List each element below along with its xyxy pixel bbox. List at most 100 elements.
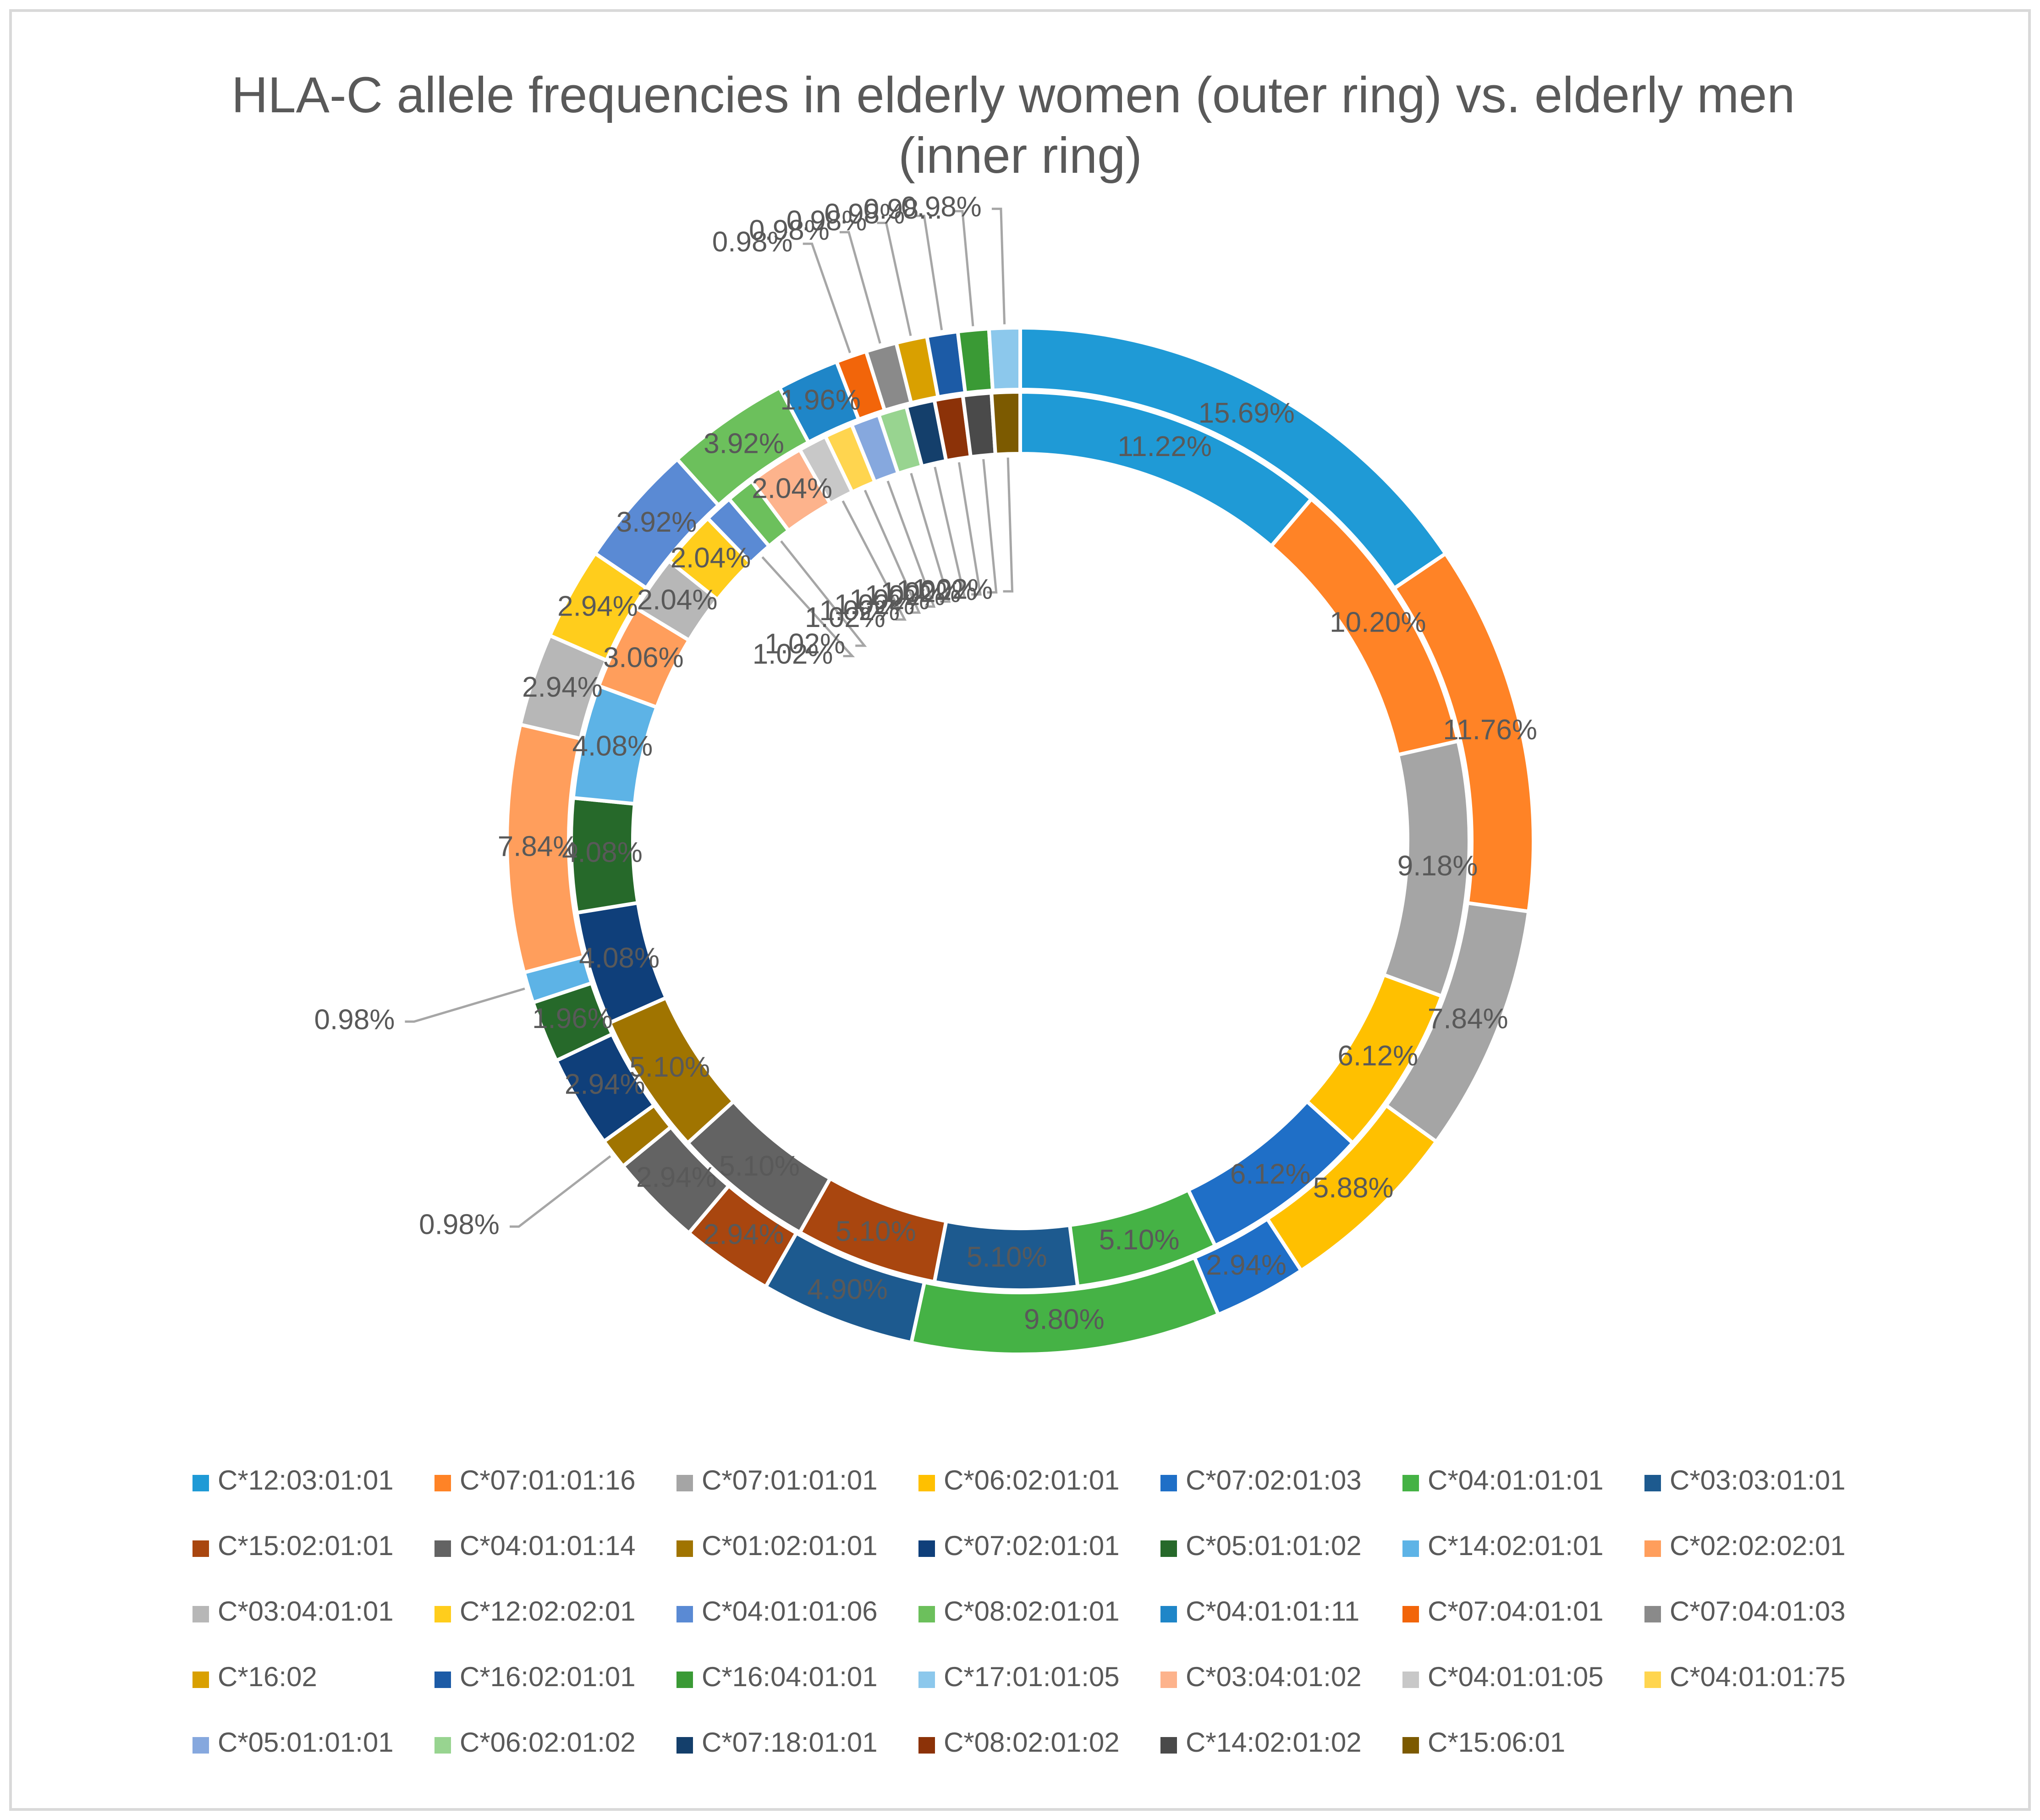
inner-leader-line [841, 500, 907, 621]
legend-swatch [434, 1737, 451, 1754]
outer-data-label: 11.76% [1443, 714, 1537, 746]
inner-leader-line [886, 480, 936, 608]
legend-swatch [918, 1606, 935, 1622]
outer-data-label: 5.88% [1313, 1172, 1394, 1204]
legend-swatch [1160, 1737, 1177, 1754]
inner-data-label: 4.08% [579, 942, 660, 974]
legend-swatch [676, 1540, 693, 1557]
legend-swatch [192, 1475, 209, 1491]
outer-data-label: 0.98% [786, 205, 867, 237]
legend-item: C*16:02 [192, 1661, 317, 1692]
legend-item: C*04:01:01:75 [1644, 1661, 1846, 1692]
legend-swatch [1160, 1475, 1177, 1491]
inner-data-label: 1.02% [764, 628, 845, 660]
legend-label: C*12:02:02:01 [460, 1596, 636, 1627]
inner-leader-line [910, 473, 951, 603]
outer-leader-line [915, 214, 943, 330]
outer-data-label: 1.96% [780, 384, 861, 416]
legend-item: C*05:01:01:02 [1160, 1530, 1362, 1561]
legend-label: C*03:03:01:01 [1670, 1465, 1846, 1496]
legend-label: C*07:04:01:01 [1428, 1596, 1604, 1627]
outer-data-label: 0.98% [824, 198, 905, 230]
outer-data-label: 0.98... [863, 193, 942, 225]
legend-swatch [434, 1475, 451, 1491]
legend-swatch [1402, 1540, 1419, 1557]
outer-leader-line [839, 231, 881, 344]
legend-item: C*07:01:01:16 [434, 1465, 636, 1496]
outer-data-label: 0.98% [749, 214, 830, 246]
legend-swatch [1160, 1606, 1177, 1622]
legend-label: C*04:01:01:01 [1428, 1465, 1604, 1496]
inner-data-label: 4.08% [562, 837, 643, 869]
inner-leader-line [780, 540, 867, 647]
inner-data-label: 1.02% [834, 589, 915, 621]
legend-label: C*06:02:01:02 [460, 1727, 636, 1758]
outer-leader-line [405, 987, 525, 1023]
inner-data-label: 2.04% [752, 473, 832, 505]
outer-leader-line [991, 208, 1006, 324]
legend: C*12:03:01:01 C*07:01:01:16 C*07:01:01:01 C… [192, 1465, 1846, 1758]
legend-swatch [676, 1475, 693, 1491]
legend-item: C*15:02:01:01 [192, 1530, 394, 1561]
legend-label: C*08:02:01:02 [944, 1727, 1120, 1758]
legend-swatch [1402, 1606, 1419, 1622]
legend-swatch [1644, 1606, 1661, 1622]
legend-swatch [192, 1606, 209, 1622]
outer-data-label: 2.94% [565, 1069, 645, 1100]
chart-title: HLA-C allele frequencies in elderly wome… [231, 67, 1809, 184]
inner-data-label: 5.10% [836, 1216, 916, 1248]
legend-item: C*07:01:01:01 [676, 1465, 878, 1496]
legend-label: C*07:02:01:03 [1186, 1465, 1362, 1496]
legend-item: C*04:01:01:11 [1160, 1596, 1359, 1627]
legend-item: C*01:02:01:01 [676, 1530, 878, 1561]
legend-item: C*07:04:01:03 [1644, 1596, 1846, 1627]
outer-data-label: 9.80% [1024, 1304, 1105, 1336]
outer-leader-line [510, 1155, 611, 1228]
legend-swatch [1644, 1672, 1661, 1688]
inner-data-label: 1.02% [865, 580, 946, 611]
legend-swatch [918, 1737, 935, 1754]
legend-item: C*17:01:01:05 [918, 1661, 1120, 1692]
inner-data-label: 3.06% [603, 642, 684, 673]
outer-data-label: 3.92% [616, 506, 697, 538]
outer-data-label: 0.98% [901, 191, 982, 223]
legend-swatch [1402, 1672, 1419, 1688]
legend-label: C*07:01:01:01 [702, 1465, 878, 1496]
outer-leader-line [953, 210, 974, 326]
legend-label: C*16:04:01:01 [702, 1661, 878, 1692]
legend-item: C*07:04:01:01 [1402, 1596, 1604, 1627]
legend-label: C*14:02:01:01 [1428, 1530, 1604, 1561]
inner-data-label: 4.08% [572, 730, 653, 762]
legend-swatch [1402, 1737, 1419, 1754]
legend-swatch [192, 1672, 209, 1688]
outer-data-label: 2.94% [557, 591, 638, 622]
outer-data-label: 2.94% [636, 1162, 717, 1193]
legend-item: C*16:02:01:01 [434, 1661, 636, 1692]
legend-label: C*15:06:01 [1428, 1727, 1565, 1758]
legend-swatch [1402, 1475, 1419, 1491]
inner-leader-line [934, 467, 966, 599]
legend-swatch [192, 1540, 209, 1557]
outer-leader-line [803, 242, 852, 353]
inner-data-label: 6.12% [1230, 1159, 1311, 1190]
data-labels: 15.69% 11.76% 7.84% 5.88% 2.94% 9.80% 4.90% 2.9… [314, 191, 1537, 1335]
inner-data-label: 5.10% [967, 1241, 1047, 1273]
legend-swatch [434, 1672, 451, 1688]
legend-item: C*04:01:01:06 [676, 1596, 878, 1627]
inner-data-label: 6.12% [1337, 1040, 1418, 1072]
legend-swatch [192, 1737, 209, 1754]
legend-swatch [1644, 1540, 1661, 1557]
outer-data-label: 4.90% [807, 1274, 888, 1305]
legend-label: C*03:04:01:02 [1186, 1661, 1362, 1692]
inner-data-label: 11.22% [1117, 431, 1212, 462]
legend-item: C*03:04:01:02 [1160, 1661, 1362, 1692]
chart-area [9, 9, 2031, 1811]
legend-label: C*07:02:01:01 [944, 1530, 1120, 1561]
legend-item: C*03:03:01:01 [1644, 1465, 1846, 1496]
legend-label: C*06:02:01:01 [944, 1465, 1120, 1496]
legend-item: C*07:02:01:03 [1160, 1465, 1362, 1496]
legend-label: C*08:02:01:01 [944, 1596, 1120, 1627]
legend-label: C*04:01:01:06 [702, 1596, 878, 1627]
legend-label: C*05:01:01:01 [218, 1727, 394, 1758]
